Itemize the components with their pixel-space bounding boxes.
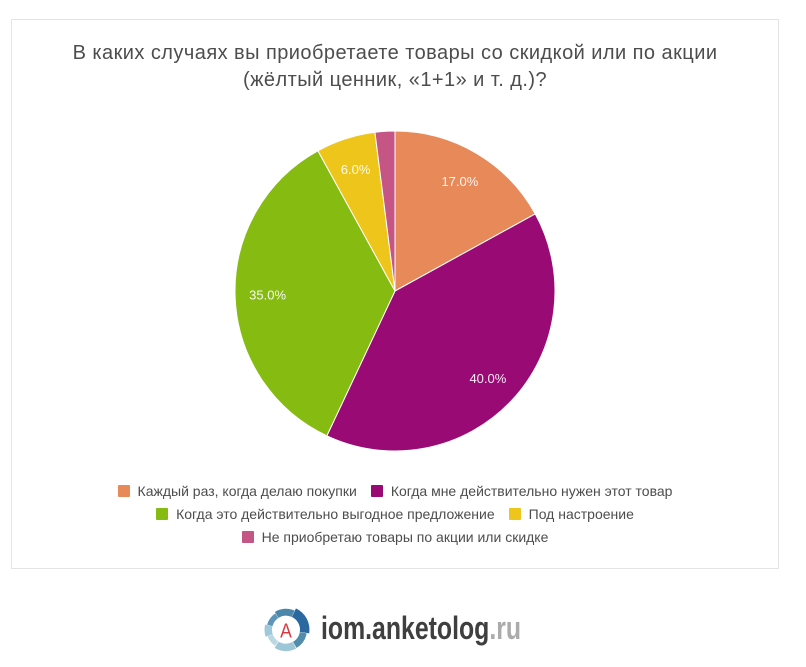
svg-text:40.0%: 40.0% — [469, 370, 506, 385]
svg-text:35.0%: 35.0% — [249, 287, 286, 302]
svg-text:6.0%: 6.0% — [341, 162, 371, 177]
svg-text:A: A — [280, 619, 292, 641]
svg-text:17.0%: 17.0% — [441, 173, 478, 188]
